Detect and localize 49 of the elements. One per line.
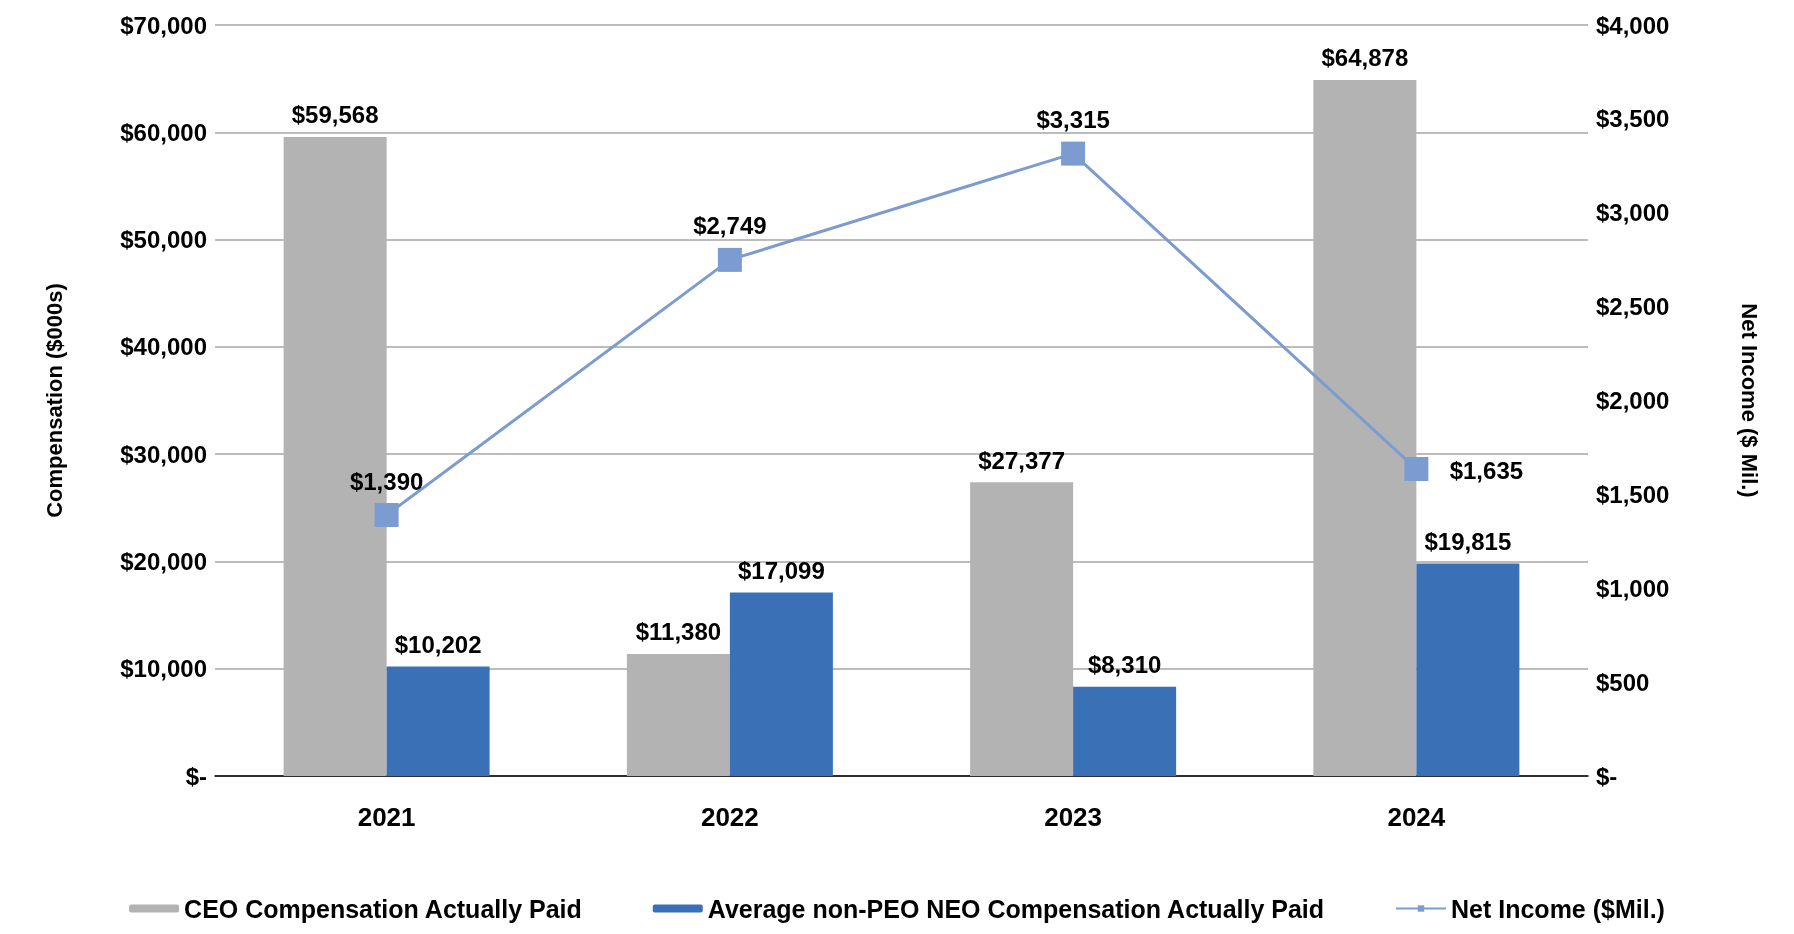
bar xyxy=(729,592,833,776)
y-tick-label: $- xyxy=(185,762,207,790)
y-tick-label: $20,000 xyxy=(120,547,207,575)
y-tick-label: $40,000 xyxy=(120,333,207,361)
y-tick-label: $70,000 xyxy=(120,11,207,39)
x-tick-label: 2023 xyxy=(1044,802,1103,832)
bar xyxy=(1313,79,1417,776)
y2-tick-label: $500 xyxy=(1596,668,1650,696)
bar xyxy=(386,666,490,776)
y-tick-label: $50,000 xyxy=(120,226,207,254)
x-tick-label: 2021 xyxy=(357,802,416,832)
data-label: $59,568 xyxy=(291,101,379,129)
x-tick-label: 2022 xyxy=(700,802,759,832)
data-label: $19,815 xyxy=(1424,527,1512,555)
bar xyxy=(970,482,1074,776)
point xyxy=(1061,141,1086,166)
y2-tick-label: $3,500 xyxy=(1596,105,1670,133)
y2-tick-label: $3,000 xyxy=(1596,199,1670,227)
y2-axis-title: Net Income ($ Mil.) xyxy=(1736,303,1762,498)
y-tick-label: $60,000 xyxy=(120,118,207,146)
data-label: $10,202 xyxy=(394,631,482,659)
bar xyxy=(1416,563,1520,776)
data-label: $1,635 xyxy=(1449,456,1524,484)
data-label: $2,749 xyxy=(693,212,767,240)
y2-tick-label: $1,500 xyxy=(1596,480,1670,508)
bar xyxy=(1073,686,1177,776)
point xyxy=(1404,457,1429,482)
y-tick-label: $10,000 xyxy=(120,655,207,683)
point xyxy=(374,503,399,528)
data-label: $64,878 xyxy=(1321,44,1409,72)
point xyxy=(717,247,742,272)
y-tick-label: $30,000 xyxy=(120,440,207,468)
legend-label: Net Income ($Mil.) xyxy=(1451,894,1665,923)
legend-label: CEO Compensation Actually Paid xyxy=(184,894,582,923)
data-label: $1,390 xyxy=(349,467,424,495)
y2-tick-label: $1,000 xyxy=(1596,574,1670,602)
y2-tick-label: $2,500 xyxy=(1596,293,1670,321)
data-label: $11,380 xyxy=(635,618,722,646)
legend-label: Average non-PEO NEO Compensation Actually Paid xyxy=(707,894,1325,923)
y2-tick-label: $2,000 xyxy=(1596,387,1670,414)
data-label: $8,310 xyxy=(1087,651,1162,679)
data-label: $27,377 xyxy=(978,446,1066,474)
data-label: $17,099 xyxy=(737,557,825,585)
y2-tick-label: $- xyxy=(1596,762,1618,790)
y-axis-title: Compensation ($000s) xyxy=(41,283,67,518)
x-tick-label: 2024 xyxy=(1387,802,1446,832)
bar xyxy=(626,653,730,776)
y2-tick-label: $4,000 xyxy=(1596,11,1670,39)
data-label: $3,315 xyxy=(1036,106,1110,134)
